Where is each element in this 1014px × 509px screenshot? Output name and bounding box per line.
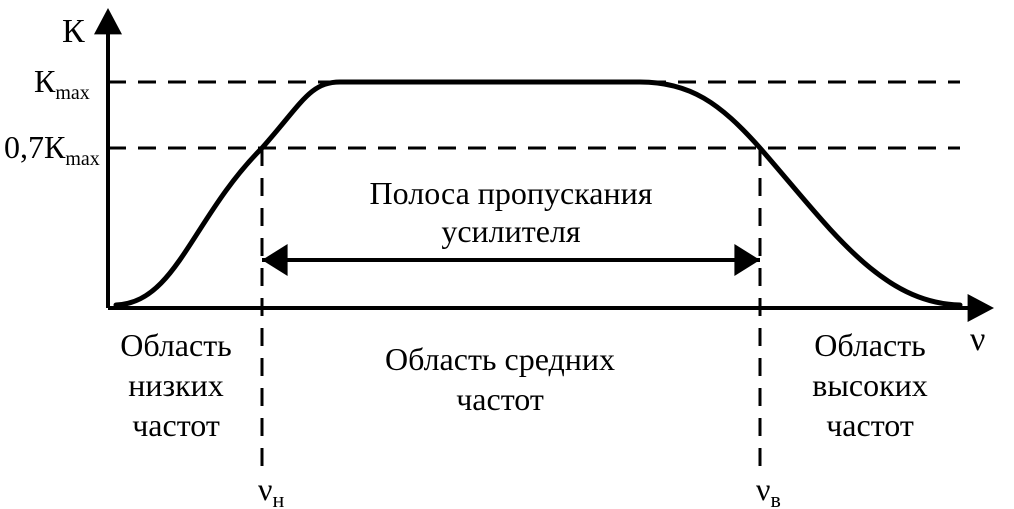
region-mid-1: частот — [456, 381, 544, 417]
region-high-1: высоких — [812, 367, 927, 403]
region-low-0: Область — [120, 327, 232, 363]
bandwidth-label-1: Полоса пропускания — [370, 175, 653, 211]
frequency-response-chart: КνКmax0,7КmaxПолоса пропусканияусилителя… — [0, 0, 1014, 509]
region-mid-0: Область средних — [385, 341, 615, 377]
region-low-1: низких — [128, 367, 224, 403]
x-axis-label: ν — [970, 321, 985, 358]
y-axis-label: К — [62, 13, 85, 50]
region-high-2: частот — [826, 407, 914, 443]
region-low-2: частот — [132, 407, 220, 443]
region-high-0: Область — [814, 327, 926, 363]
bandwidth-label-2: усилителя — [441, 213, 581, 249]
